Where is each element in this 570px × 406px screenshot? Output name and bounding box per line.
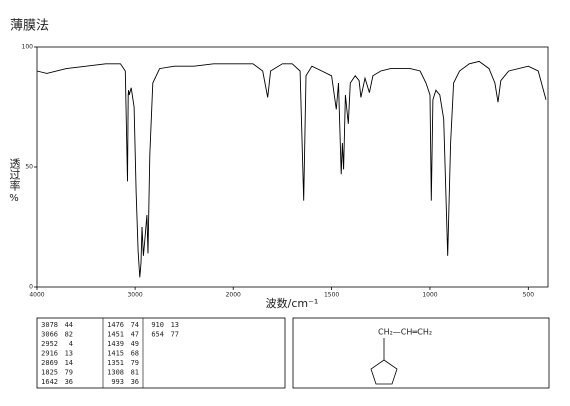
peak-wavenumber: 1642 xyxy=(41,378,58,386)
x-tick-label: 1000 xyxy=(422,292,437,299)
peak-transmittance: 36 xyxy=(131,378,139,386)
peak-transmittance: 82 xyxy=(65,331,73,339)
peak-wavenumber: 1825 xyxy=(41,369,58,377)
peak-wavenumber: 654 xyxy=(151,331,164,339)
peak-transmittance: 36 xyxy=(65,378,73,386)
plot-frame xyxy=(36,46,549,288)
peak-transmittance: 14 xyxy=(65,359,73,367)
y-tick-label: 100 xyxy=(22,44,34,51)
structure-box xyxy=(292,317,550,389)
peak-transmittance: 74 xyxy=(131,321,139,329)
peak-transmittance: 77 xyxy=(171,331,179,339)
peak-wavenumber: 1351 xyxy=(107,359,124,367)
peak-transmittance: 44 xyxy=(65,321,73,329)
peak-transmittance: 13 xyxy=(65,350,73,358)
y-unit: % xyxy=(9,193,19,204)
peak-wavenumber: 1476 xyxy=(107,321,124,329)
x-tick-label: 2000 xyxy=(226,292,241,299)
peak-transmittance: 4 xyxy=(69,340,73,348)
peak-transmittance: 81 xyxy=(131,369,139,377)
peak-wavenumber: 1308 xyxy=(107,369,124,377)
y-tick-label: 0 xyxy=(29,284,33,291)
x-tick-label: 500 xyxy=(523,292,535,299)
peak-wavenumber: 2952 xyxy=(41,340,58,348)
x-tick-label: 1500 xyxy=(324,292,339,299)
peak-wavenumber: 2869 xyxy=(41,359,58,367)
peak-wavenumber: 1439 xyxy=(107,340,124,348)
peak-transmittance: 49 xyxy=(131,340,139,348)
peak-transmittance: 79 xyxy=(65,369,73,377)
chart-title: 薄膜法 xyxy=(10,19,49,34)
peak-wavenumber: 1415 xyxy=(107,350,124,358)
cyclopentane xyxy=(370,359,398,385)
peak-transmittance: 13 xyxy=(171,321,179,329)
structure-label: CH₂—CH═CH₂ xyxy=(378,328,432,337)
peak-wavenumber: 3078 xyxy=(41,321,58,329)
peak-transmittance: 79 xyxy=(131,359,139,367)
x-tick-label: 4000 xyxy=(29,292,44,299)
peak-wavenumber: 1451 xyxy=(107,331,124,339)
peak-wavenumber: 3066 xyxy=(41,331,58,339)
y-tick-label: 50 xyxy=(25,164,33,171)
peak-wavenumber: 993 xyxy=(111,378,124,386)
y-axis-label: 透过率 xyxy=(8,158,21,192)
spectrum-line xyxy=(36,60,547,278)
peak-wavenumber: 910 xyxy=(151,321,164,329)
peak-transmittance: 47 xyxy=(131,331,139,339)
peak-wavenumber: 2916 xyxy=(41,350,58,358)
x-tick-label: 3000 xyxy=(127,292,142,299)
x-axis-label: 波数/cm⁻¹ xyxy=(266,297,319,310)
peak-table xyxy=(36,317,286,389)
peak-transmittance: 68 xyxy=(131,350,139,358)
